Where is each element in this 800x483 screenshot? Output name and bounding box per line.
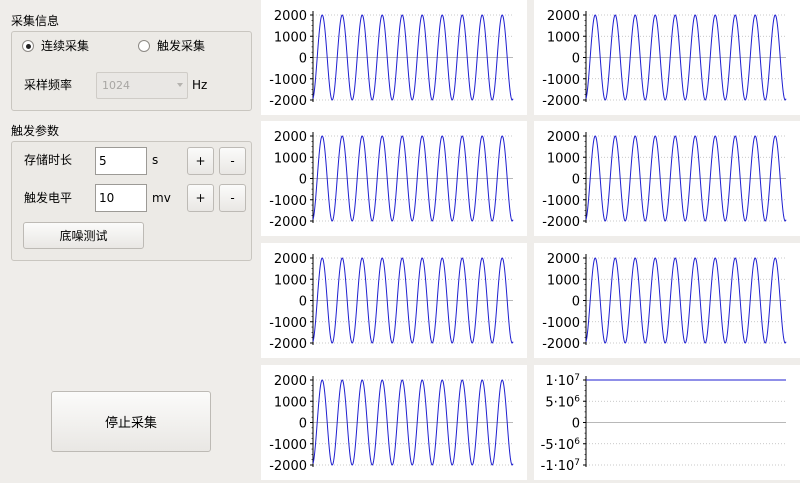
- y-tick-label: 5·106: [545, 394, 580, 410]
- y-tick-label-exponent: 6: [574, 437, 580, 447]
- acquisition-section-title: 采集信息: [11, 14, 60, 28]
- y-tick-label: 0: [299, 173, 307, 188]
- y-tick-label: 2000: [547, 252, 580, 267]
- y-tick-label: 1000: [274, 30, 307, 45]
- series-line: [585, 14, 787, 101]
- y-tick-label: -1000: [542, 194, 580, 209]
- y-tick-label: -1·107: [541, 458, 580, 474]
- y-tick-label-base: -1·10: [541, 459, 575, 474]
- duration-minus-button[interactable]: -: [219, 147, 246, 175]
- noise-test-button[interactable]: 底噪测试: [23, 222, 144, 249]
- y-tick-label: -5·106: [541, 437, 581, 453]
- y-tick-label: -1000: [542, 73, 580, 88]
- y-tick-label: 2000: [274, 130, 307, 145]
- chart-svg-7: 2000 1000 0 -1000 -2000: [269, 374, 514, 474]
- series-line: [585, 257, 787, 344]
- chart-svg-5: 2000 1000 0 -1000 -2000: [269, 252, 514, 352]
- y-tick-label: 1000: [274, 395, 307, 410]
- y-tick-label-base: 0: [572, 417, 580, 432]
- chart-svg-6: 2000 1000 0 -1000 -2000: [542, 252, 787, 352]
- y-tick-label: -2000: [269, 337, 307, 352]
- y-tick-label-exponent: 6: [574, 394, 580, 404]
- y-tick-label: 0: [572, 417, 580, 432]
- duration-plus-button[interactable]: +: [187, 147, 214, 175]
- stop-acquisition-button[interactable]: 停止采集: [51, 391, 211, 452]
- y-tick-label: -2000: [269, 215, 307, 230]
- trigger-level-plus-button[interactable]: +: [187, 184, 214, 212]
- chart-svg-4: 2000 1000 0 -1000 -2000: [542, 130, 787, 230]
- chart-svg-3: 2000 1000 0 -1000 -2000: [269, 130, 514, 230]
- y-tick-label: 2000: [274, 9, 307, 24]
- y-tick-label: 0: [299, 295, 307, 310]
- y-tick-label: 2000: [547, 130, 580, 145]
- series-line: [312, 14, 514, 101]
- chart-panel-3: 2000 1000 0 -1000 -2000: [261, 121, 527, 236]
- y-tick-label-exponent: 7: [574, 373, 580, 383]
- y-tick-label: -2000: [542, 337, 580, 352]
- y-tick-label: -1000: [542, 316, 580, 331]
- y-tick-label: 1·107: [545, 373, 580, 389]
- chart-panel-8: 1·107 5·106 0 -5·106 -1·107: [534, 365, 800, 480]
- duration-label: 存储时长: [24, 153, 73, 167]
- y-tick-label: -2000: [542, 215, 580, 230]
- chart-panel-2: 2000 1000 0 -1000 -2000: [534, 0, 800, 115]
- y-tick-label: 1000: [547, 273, 580, 288]
- chevron-down-icon: [177, 83, 183, 87]
- duration-input[interactable]: 5: [95, 147, 147, 175]
- trigger-radio[interactable]: [138, 40, 150, 52]
- sample-rate-label: 采样频率: [24, 78, 73, 92]
- y-tick-label: -2000: [269, 459, 307, 474]
- y-tick-label: 1000: [547, 30, 580, 45]
- y-tick-label: 0: [572, 52, 580, 67]
- y-tick-label: 2000: [547, 9, 580, 24]
- series-line: [585, 135, 787, 222]
- y-tick-label: 1000: [274, 151, 307, 166]
- duration-unit: s: [152, 153, 159, 167]
- acquisition-groupbox: 连续采集 触发采集 采样频率 1024 Hz: [11, 31, 252, 111]
- y-tick-label-base: -5·10: [541, 438, 575, 453]
- y-tick-label-base: 5·10: [545, 395, 574, 410]
- y-tick-label: 0: [299, 52, 307, 67]
- continuous-radio[interactable]: [22, 40, 34, 52]
- sample-rate-value: 1024: [102, 79, 130, 92]
- y-tick-label: 0: [572, 173, 580, 188]
- series-line: [312, 379, 514, 466]
- chart-svg-1: 2000 1000 0 -1000 -2000: [269, 9, 514, 109]
- series-line: [312, 135, 514, 222]
- y-tick-label: 2000: [274, 252, 307, 267]
- y-tick-label: 2000: [274, 374, 307, 389]
- series-line: [312, 257, 514, 344]
- y-tick-label: -2000: [542, 94, 580, 109]
- sample-rate-unit: Hz: [192, 78, 208, 92]
- trigger-level-minus-button[interactable]: -: [219, 184, 246, 212]
- y-tick-label: 0: [572, 295, 580, 310]
- trigger-groupbox: 存储时长 5 s + - 触发电平 10 mv + - 底噪测试: [11, 141, 252, 261]
- y-tick-label: -1000: [269, 73, 307, 88]
- chart-panel-6: 2000 1000 0 -1000 -2000: [534, 243, 800, 358]
- chart-panel-5: 2000 1000 0 -1000 -2000: [261, 243, 527, 358]
- y-tick-label: -1000: [269, 316, 307, 331]
- y-tick-label-exponent: 7: [574, 458, 580, 468]
- y-tick-label: -1000: [269, 194, 307, 209]
- trigger-radio-label[interactable]: 触发采集: [157, 39, 206, 53]
- chart-panel-7: 2000 1000 0 -1000 -2000: [261, 365, 527, 480]
- trigger-level-unit: mv: [152, 191, 171, 205]
- y-tick-label: 1000: [547, 151, 580, 166]
- y-tick-label: -1000: [269, 438, 307, 453]
- trigger-section-title: 触发参数: [11, 124, 60, 138]
- y-tick-label: 1000: [274, 273, 307, 288]
- trigger-level-input[interactable]: 10: [95, 184, 147, 212]
- chart-panel-4: 2000 1000 0 -1000 -2000: [534, 121, 800, 236]
- y-tick-label: 0: [299, 417, 307, 432]
- y-tick-label-base: 1·10: [545, 374, 574, 389]
- sample-rate-combo[interactable]: 1024: [96, 72, 188, 99]
- chart-panel-1: 2000 1000 0 -1000 -2000: [261, 0, 527, 115]
- y-tick-label: -2000: [269, 94, 307, 109]
- trigger-level-label: 触发电平: [24, 191, 73, 205]
- continuous-radio-label[interactable]: 连续采集: [41, 39, 90, 53]
- chart-svg-2: 2000 1000 0 -1000 -2000: [542, 9, 787, 109]
